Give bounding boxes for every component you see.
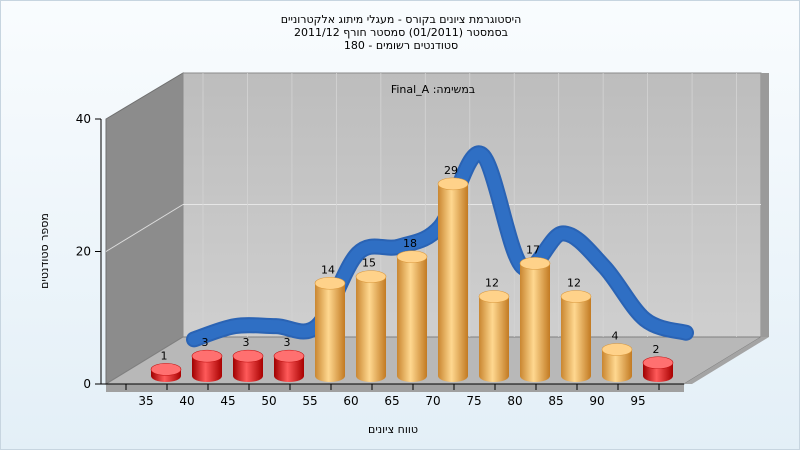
bar-60: 15: [355, 257, 387, 382]
y-tick-label: 40: [76, 112, 91, 126]
bar-55: 14: [314, 263, 346, 382]
bar-top: [437, 177, 469, 191]
bar-value-label: 1: [161, 349, 168, 362]
y-axis-ticks: 0 20 40: [76, 112, 101, 391]
bar-top: [519, 257, 551, 270]
chart-title-line-2: בסמסטר (01/2011) סמסטר חורף 2011/12: [294, 26, 508, 39]
bar-body: [233, 356, 263, 382]
bar-45: 3: [232, 336, 264, 382]
bar-value-label: 2: [653, 343, 660, 356]
bar-body: [356, 276, 386, 382]
bar-value-label: 15: [362, 257, 376, 270]
bar-40: 3: [191, 336, 223, 382]
chart-title-line-3: סטודנטים רשומים - 180: [344, 39, 458, 52]
bar-top: [314, 276, 346, 290]
bar-value-label: 3: [284, 336, 291, 349]
bar-value-label: 17: [526, 243, 540, 256]
x-tick-label: 40: [179, 394, 194, 408]
bar-value-label: 12: [485, 277, 499, 290]
x-tick-label: 70: [425, 394, 440, 408]
bar-top: [355, 270, 387, 283]
x-tick-label: 35: [138, 394, 153, 408]
chart-title-line-1: היסטוגרמת ציונים בקורס - מעגלי מיתוג אלק…: [281, 13, 522, 26]
bar-65: 18: [396, 237, 428, 382]
gridline-side: [105, 204, 184, 252]
bar-75: 12: [478, 277, 510, 382]
bar-top: [273, 349, 305, 363]
bar-body: [274, 356, 304, 382]
bar-body: [520, 263, 550, 382]
bar-value-label: 12: [567, 277, 581, 290]
bar-90: 4: [601, 330, 633, 382]
x-axis-title: טווח ציונים: [368, 423, 418, 436]
bar-body: [192, 356, 222, 382]
bar-value-label: 14: [321, 263, 335, 276]
bar-value-label: 29: [444, 164, 458, 177]
y-axis-title: מספר סטודנטים: [38, 213, 51, 289]
chart-right-edge: [761, 73, 769, 337]
chart-bars: 1 3 3 3 14 15 18 29 12 17 12 4 2: [150, 164, 674, 382]
bar-value-label: 3: [243, 336, 250, 349]
bar-body: [561, 296, 591, 382]
chart-gridlines: [105, 73, 761, 337]
bar-top: [232, 349, 264, 363]
bar-85: 12: [560, 277, 592, 382]
bar-top: [396, 250, 428, 264]
bar-70: 29: [437, 164, 469, 382]
bar-35: 1: [150, 349, 182, 382]
x-axis-ticks: 35 40 45 50 55 60 65 70 75 80 85 90 95: [125, 384, 660, 408]
bar-body: [479, 296, 509, 382]
x-tick-label: 85: [548, 394, 563, 408]
x-tick-label: 65: [384, 394, 399, 408]
bar-top: [601, 343, 633, 356]
chart-floor-front: [106, 384, 684, 392]
bar-top: [642, 356, 674, 370]
x-tick-label: 75: [466, 394, 481, 408]
bar-top: [560, 290, 592, 303]
x-tick-label: 55: [302, 394, 317, 408]
bar-top: [191, 349, 223, 363]
chart-right-floor-edge: [684, 337, 769, 384]
bar-top: [478, 290, 510, 303]
bar-95: 2: [642, 343, 674, 382]
bar-value-label: 4: [612, 330, 619, 343]
x-tick-label: 90: [589, 394, 604, 408]
x-tick-label: 60: [343, 394, 358, 408]
x-tick-label: 95: [630, 394, 645, 408]
bar-body: [438, 183, 468, 382]
bar-value-label: 3: [202, 336, 209, 349]
x-tick-label: 80: [507, 394, 522, 408]
bar-body: [602, 349, 632, 382]
x-tick-label: 45: [220, 394, 235, 408]
bar-body: [315, 283, 345, 382]
x-tick-label: 50: [261, 394, 276, 408]
bar-body: [397, 256, 427, 382]
chart-subtitle: Final_A :במשימה: [391, 83, 475, 96]
bar-top: [150, 363, 182, 376]
bar-value-label: 18: [403, 237, 417, 250]
bar-80: 17: [519, 243, 551, 382]
y-tick-label: 20: [76, 245, 91, 259]
y-tick-label: 0: [83, 377, 91, 391]
bar-50: 3: [273, 336, 305, 382]
